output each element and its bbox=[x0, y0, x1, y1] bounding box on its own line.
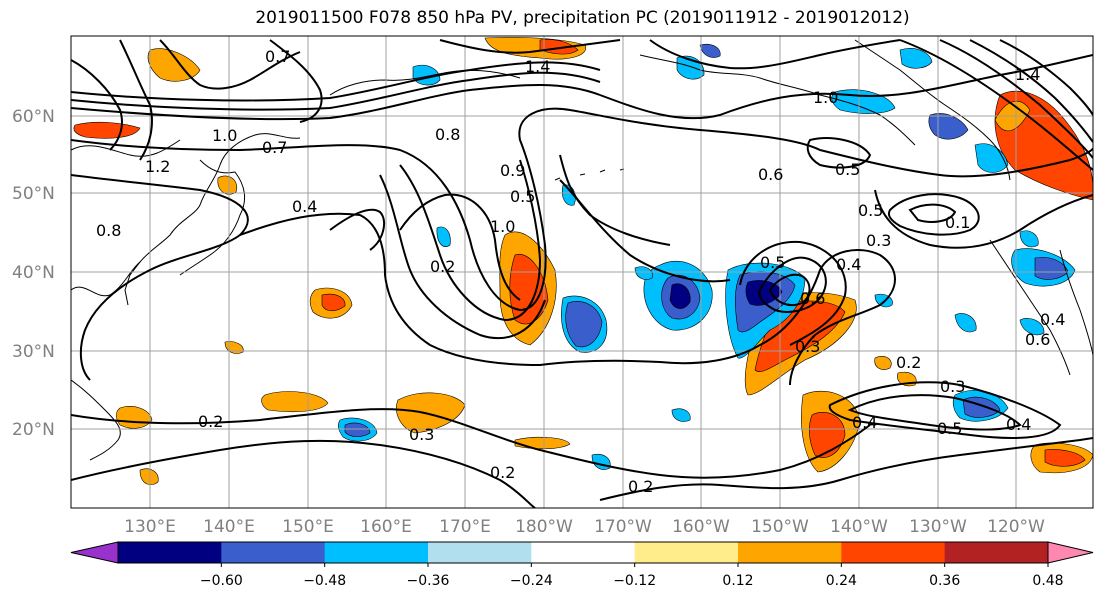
lon-label: 150°E bbox=[282, 517, 334, 537]
contour-label: 0.2 bbox=[430, 257, 455, 276]
colorbar-tick-label: −0.12 bbox=[613, 573, 656, 589]
contour-label: 1.2 bbox=[145, 157, 170, 176]
contour-label: 0.3 bbox=[795, 337, 820, 356]
colorbar-swatch bbox=[634, 542, 739, 563]
lat-labels: 60°N 50°N 40°N 30°N 20°N bbox=[12, 107, 55, 440]
contour-label: 1.4 bbox=[1015, 65, 1040, 84]
lat-label: 50°N bbox=[12, 184, 55, 204]
lon-label: 140°W bbox=[830, 517, 888, 537]
colorbar-swatch bbox=[221, 542, 326, 563]
colorbar-swatch bbox=[531, 542, 636, 563]
colorbar-extend-max bbox=[1047, 541, 1094, 564]
contour-label: 1.4 bbox=[525, 57, 550, 76]
colorbar-tick-label: 0.24 bbox=[826, 573, 857, 589]
contour-label: 0.6 bbox=[1025, 330, 1050, 349]
colorbar-swatch bbox=[944, 542, 1049, 563]
colorbar-swatch bbox=[428, 542, 532, 563]
map-frame bbox=[70, 35, 1094, 509]
contour-label: 0.8 bbox=[435, 125, 460, 144]
contour-label: 0.5 bbox=[760, 253, 785, 272]
contour-label: 0.3 bbox=[409, 425, 434, 444]
contour-label: 0.3 bbox=[866, 231, 891, 250]
contour-label: 0.6 bbox=[800, 289, 825, 308]
lon-label: 160°W bbox=[672, 517, 730, 537]
map-title: 2019011500 F078 850 hPa PV, precipitatio… bbox=[255, 8, 910, 28]
colorbar-swatch bbox=[841, 542, 946, 563]
contour-label: 0.6 bbox=[758, 165, 783, 184]
contour-label: 1.0 bbox=[490, 217, 515, 236]
lon-label: 120°W bbox=[987, 517, 1045, 537]
contour-label: 0.2 bbox=[198, 412, 223, 431]
contour-label: 0.9 bbox=[500, 161, 525, 180]
contour-label: 0.4 bbox=[852, 413, 877, 432]
lon-label: 170°E bbox=[439, 517, 491, 537]
colorbar: −0.60 −0.48 −0.36 −0.24 −0.12 0.12 0.24 0.36 0.4… bbox=[70, 541, 1094, 589]
contour-label: 0.4 bbox=[292, 197, 317, 216]
lon-label: 170°W bbox=[594, 517, 652, 537]
lat-label: 60°N bbox=[12, 107, 55, 127]
colorbar-swatch bbox=[738, 542, 842, 563]
colorbar-tick-label: 0.12 bbox=[722, 573, 753, 589]
lon-label: 150°W bbox=[751, 517, 809, 537]
colorbar-tick-label: −0.60 bbox=[200, 573, 243, 589]
contour-label: 1.0 bbox=[813, 88, 838, 107]
lon-label: 180°W bbox=[515, 517, 573, 537]
lon-label: 130°E bbox=[124, 517, 176, 537]
lon-label: 130°W bbox=[909, 517, 967, 537]
lon-labels: 130°E 140°E 150°E 160°E 170°E 180°W 170°… bbox=[124, 517, 1045, 537]
colorbar-tick-label: −0.48 bbox=[303, 573, 346, 589]
contour-label: 0.1 bbox=[945, 213, 970, 232]
colorbar-swatch bbox=[324, 542, 429, 563]
contour-label: 0.7 bbox=[265, 47, 290, 66]
contour-label: 0.3 bbox=[940, 377, 965, 396]
contour-label: 0.2 bbox=[628, 477, 653, 496]
colorbar-swatch bbox=[118, 542, 222, 563]
lon-label: 160°E bbox=[360, 517, 412, 537]
graticule bbox=[71, 36, 1093, 508]
contour-label: 0.4 bbox=[836, 255, 861, 274]
lon-label: 140°E bbox=[203, 517, 255, 537]
colorbar-tick-label: −0.24 bbox=[510, 573, 553, 589]
contour-label: 0.5 bbox=[858, 201, 883, 220]
contour-label: 0.4 bbox=[1040, 310, 1065, 329]
contour-label: 0.7 bbox=[262, 138, 287, 157]
contour-label: 0.2 bbox=[490, 463, 515, 482]
colorbar-tick-label: 0.48 bbox=[1032, 573, 1063, 589]
colorbar-tick-label: −0.36 bbox=[407, 573, 450, 589]
colorbar-outline bbox=[117, 541, 1049, 564]
colorbar-tick-label: 0.36 bbox=[929, 573, 960, 589]
pv-contours bbox=[71, 39, 1093, 508]
contour-label: 0.5 bbox=[937, 419, 962, 438]
lat-label: 40°N bbox=[12, 263, 55, 283]
contour-label: 0.5 bbox=[510, 187, 535, 206]
contour-label: 0.4 bbox=[1006, 415, 1031, 434]
lat-label: 30°N bbox=[12, 342, 55, 362]
contour-label: 0.8 bbox=[96, 221, 121, 240]
precip-shading bbox=[73, 36, 1093, 485]
contour-label: 0.5 bbox=[835, 160, 860, 179]
contour-labels: 1.0 0.7 0.4 0.8 1.2 1.4 0.2 1.0 0.8 0.9 … bbox=[96, 47, 1065, 496]
colorbar-extend-min bbox=[70, 541, 119, 564]
lat-label: 20°N bbox=[12, 420, 55, 440]
contour-label: 1.0 bbox=[212, 126, 237, 145]
contour-label: 0.2 bbox=[896, 353, 921, 372]
